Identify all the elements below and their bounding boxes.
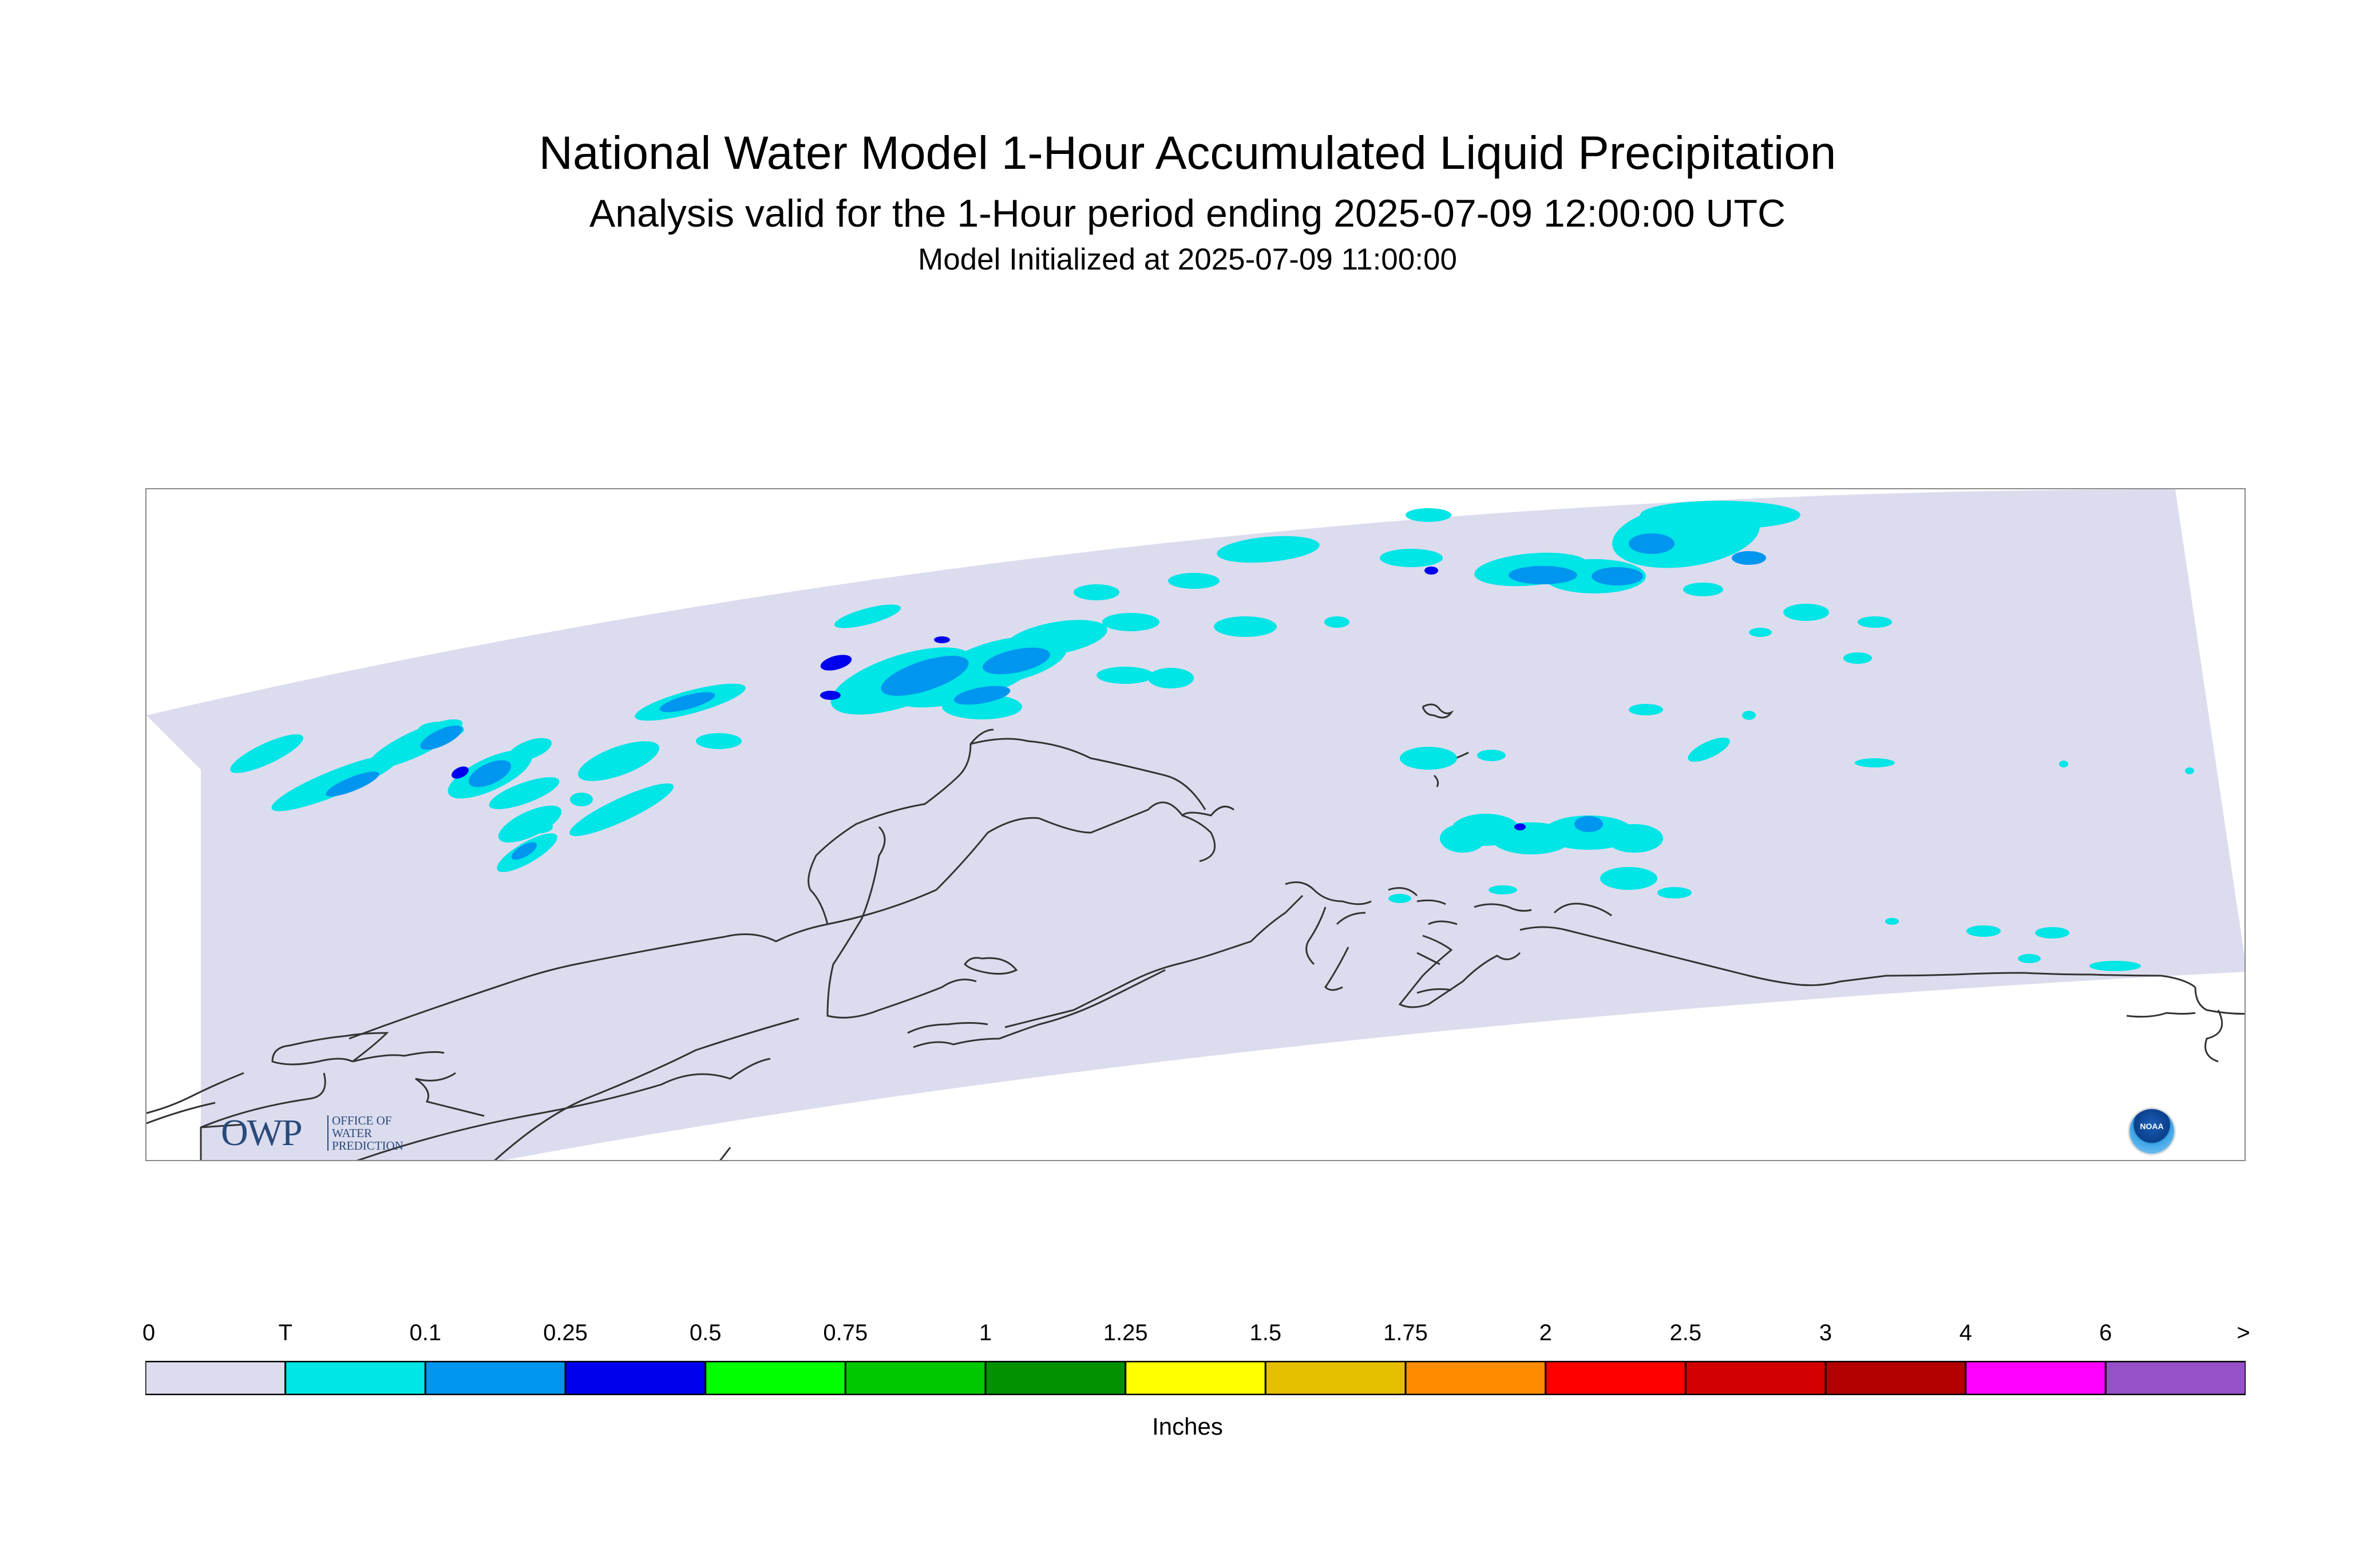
legend-tick-label: 0.5 [689, 1320, 722, 1345]
legend-tick-label: T [278, 1320, 292, 1345]
legend-swatch-3 [564, 1361, 707, 1395]
legend-tick-label: 0.25 [543, 1320, 588, 1345]
noaa-logo: NOAA [2128, 1107, 2176, 1155]
legend-tick-label: 6 [2099, 1320, 2112, 1345]
legend-swatch-5 [844, 1361, 987, 1395]
legend-swatch-9 [1404, 1361, 1547, 1395]
noaa-logo-text: NOAA [2140, 1122, 2164, 1131]
legend-tick-label: 1.25 [1103, 1320, 1148, 1345]
legend-swatch-0 [145, 1361, 287, 1395]
legend-swatch-4 [704, 1361, 846, 1395]
legend-colorbar [145, 1361, 2246, 1395]
legend-tick-label: 1.5 [1249, 1320, 1282, 1345]
owp-logo-text-2: WATER [332, 1126, 372, 1140]
legend-tick-label: > [2237, 1320, 2250, 1345]
legend-units: Inches [1152, 1413, 1223, 1440]
map-subtitle: Analysis valid for the 1-Hour period end… [589, 192, 1786, 235]
owp-logo-text-3: PREDICTION [332, 1139, 403, 1153]
legend-swatch-8 [1264, 1361, 1407, 1395]
legend-tick-label: 2 [1539, 1320, 1552, 1345]
legend-swatch-1 [284, 1361, 426, 1395]
legend-swatch-14 [2104, 1361, 2246, 1395]
legend-tick-label: 1 [979, 1320, 992, 1345]
coastline [147, 703, 2245, 1160]
precip-0-25 [452, 567, 1526, 830]
legend-tick-label: 0.75 [823, 1320, 868, 1345]
legend-swatch-7 [1125, 1361, 1266, 1395]
legend-tick-label: 2.5 [1669, 1320, 1702, 1345]
legend-swatch-11 [1684, 1361, 1827, 1395]
legend-swatch-2 [424, 1361, 567, 1395]
title-block: National Water Model 1-Hour Accumulated … [0, 125, 2375, 278]
legend-tick-label: 0 [142, 1320, 156, 1345]
precipitation-map: OWP OFFICE OF WATER PREDICTION NOAA [145, 488, 2246, 1161]
legend-swatch-12 [1824, 1361, 1967, 1395]
precip-0-1 [326, 533, 1766, 860]
legend-swatch-10 [1545, 1361, 1687, 1395]
legend-tick-label: 3 [1819, 1320, 1832, 1345]
legend-swatch-6 [984, 1361, 1127, 1395]
legend-tick-label: 1.75 [1383, 1320, 1428, 1345]
owp-logo: OWP OFFICE OF WATER PREDICTION [221, 1113, 438, 1153]
model-init-time: Model Initialized at 2025-07-09 11:00:00 [918, 243, 1457, 276]
map-canvas [147, 489, 2245, 1160]
owp-logo-text-1: OFFICE OF [332, 1114, 392, 1127]
legend-tick-label: 4 [1959, 1320, 1972, 1345]
legend-swatch-13 [1965, 1361, 2107, 1395]
owp-logo-mark: OWP [221, 1112, 303, 1154]
model-domain [147, 489, 2245, 1160]
map-title: National Water Model 1-Hour Accumulated … [539, 127, 1836, 179]
legend-tick-label: 0.1 [409, 1320, 442, 1345]
